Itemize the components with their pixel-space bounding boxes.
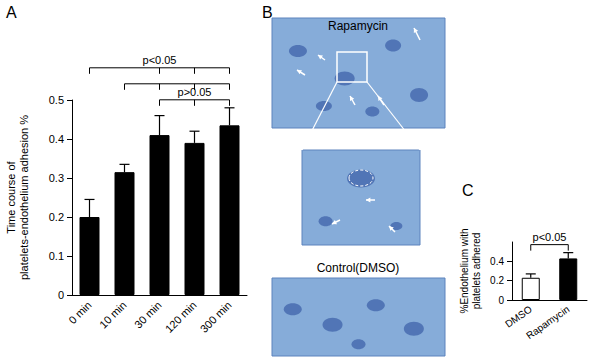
svg-text:0.2: 0.2 xyxy=(49,211,64,223)
svg-text:p>0.05: p>0.05 xyxy=(177,86,212,99)
svg-text:0.2: 0.2 xyxy=(490,275,504,286)
svg-text:DMSO: DMSO xyxy=(503,303,534,329)
svg-text:Rapamycin: Rapamycin xyxy=(328,19,388,33)
svg-text:0.3: 0.3 xyxy=(49,172,64,184)
svg-text:B: B xyxy=(262,4,273,21)
svg-text:0.4: 0.4 xyxy=(490,256,504,267)
svg-text:0 min: 0 min xyxy=(66,299,93,326)
svg-text:Control(DMSO): Control(DMSO) xyxy=(317,261,400,275)
svg-text:0.4: 0.4 xyxy=(49,133,64,145)
svg-text:C: C xyxy=(462,182,474,199)
svg-text:0.1: 0.1 xyxy=(49,250,64,262)
svg-text:Rapamycin: Rapamycin xyxy=(524,303,571,341)
svg-text:0.5: 0.5 xyxy=(49,94,64,106)
svg-text:0: 0 xyxy=(498,295,504,306)
svg-text:p<0.05: p<0.05 xyxy=(533,231,567,243)
svg-text:300 min: 300 min xyxy=(198,299,234,335)
svg-text:platelets adhered: platelets adhered xyxy=(471,233,482,310)
svg-text:10 min: 10 min xyxy=(97,299,129,331)
svg-text:platelets-endothelium adhesion: platelets-endothelium adhesion % xyxy=(18,115,30,280)
svg-text:120 min: 120 min xyxy=(163,299,199,335)
svg-text:30 min: 30 min xyxy=(132,299,164,331)
svg-text:0: 0 xyxy=(58,289,64,301)
svg-text:A: A xyxy=(6,4,17,21)
svg-text:p<0.05: p<0.05 xyxy=(143,54,177,66)
svg-text:%Endothelium with: %Endothelium with xyxy=(459,228,470,313)
svg-text:Time course of: Time course of xyxy=(5,160,17,233)
